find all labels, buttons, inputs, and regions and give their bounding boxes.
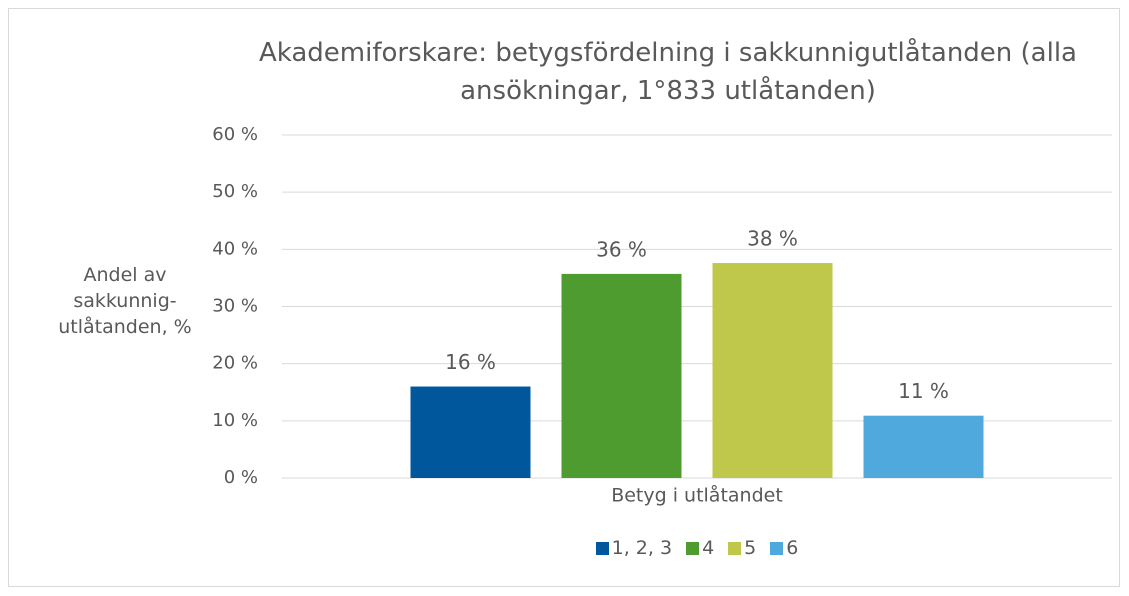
chart-frame — [8, 8, 1120, 587]
legend-swatch — [770, 541, 784, 555]
y-tick-label: 60 % — [212, 124, 258, 145]
y-tick-label: 20 % — [212, 353, 258, 374]
legend-swatch — [686, 541, 700, 555]
bar — [561, 273, 682, 478]
bar — [410, 386, 531, 478]
y-tick-label: 50 % — [212, 181, 258, 202]
chart-title: Akademiforskare: betygsfördelning i sakk… — [258, 38, 1077, 106]
legend-swatch — [728, 541, 742, 555]
y-tick-label: 0 % — [224, 467, 258, 488]
y-axis-label: Andel av sakkunnig-utlåtanden, % — [58, 264, 192, 338]
legend-label: 4 — [702, 537, 715, 559]
y-tick-label: 30 % — [212, 296, 258, 317]
x-axis-label: Betyg i utlåtandet — [611, 484, 783, 507]
data-label: 36 % — [596, 237, 647, 261]
legend-item: 6 — [770, 537, 798, 559]
legend-item: 1, 2, 3 — [595, 537, 673, 559]
legend-swatch — [595, 541, 609, 555]
bar — [863, 415, 984, 478]
legend-label: 1, 2, 3 — [611, 537, 673, 559]
legend-label: 6 — [786, 537, 799, 559]
y-tick-label: 40 % — [212, 238, 258, 259]
data-label: 11 % — [898, 379, 949, 403]
data-label: 16 % — [445, 350, 496, 374]
bar — [712, 263, 833, 478]
legend: 1, 2, 3 4 5 6 — [282, 537, 1112, 559]
legend-label: 5 — [744, 537, 757, 559]
legend-item: 5 — [728, 537, 756, 559]
legend-item: 4 — [686, 537, 714, 559]
data-label: 38 % — [747, 227, 798, 251]
y-tick-label: 10 % — [212, 410, 258, 431]
